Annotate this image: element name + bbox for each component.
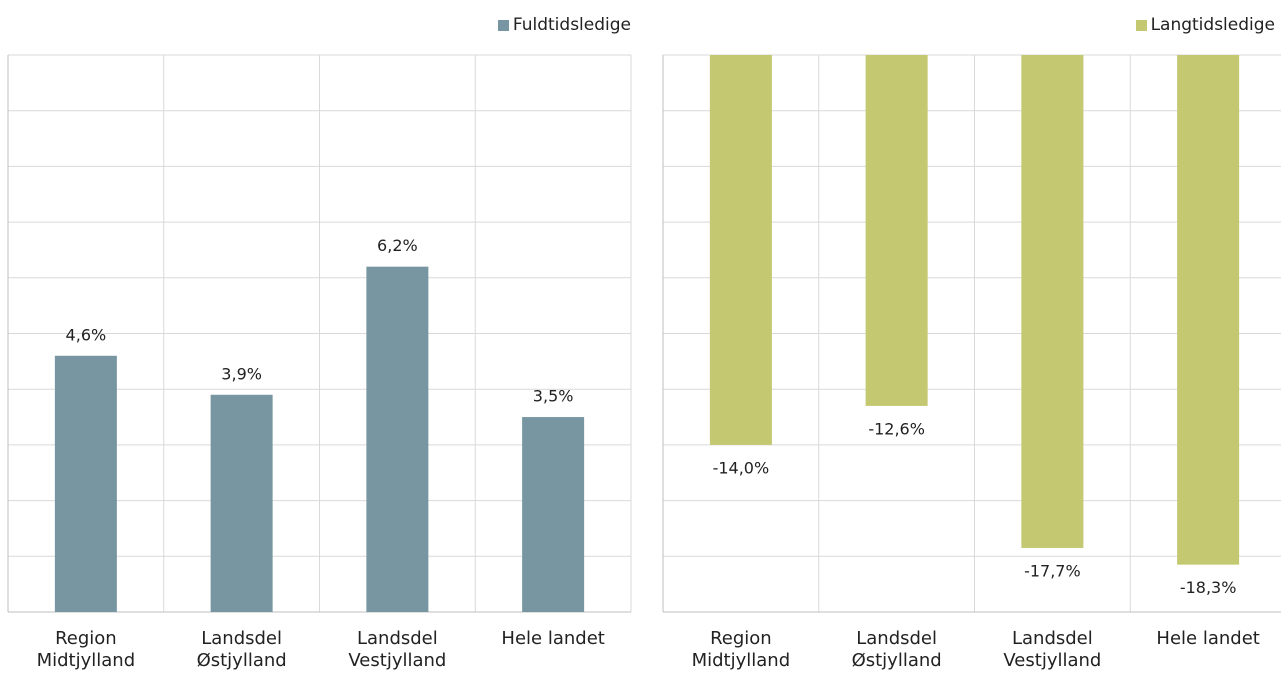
data-label: 6,2% <box>377 236 418 255</box>
data-label: -14,0% <box>713 458 770 477</box>
x-tick-label: Region Midtjylland <box>691 628 791 671</box>
bar <box>210 394 273 612</box>
bar <box>865 55 928 406</box>
legend: Langtidsledige <box>1135 15 1275 35</box>
bar <box>709 55 772 445</box>
bar <box>54 355 117 612</box>
bar <box>1177 55 1240 565</box>
data-label: 3,5% <box>533 387 574 406</box>
x-tick-label: Landsdel Østjylland <box>196 628 287 671</box>
data-label: -18,3% <box>1180 578 1237 597</box>
legend-label: Fuldtidsledige <box>512 15 631 35</box>
data-label: 4,6% <box>66 325 107 344</box>
bar <box>366 266 429 612</box>
x-tick-label: Landsdel Vestjylland <box>1003 628 1102 671</box>
bar <box>522 417 585 612</box>
data-label: 3,9% <box>221 364 262 383</box>
x-tick-label: Hele landet <box>501 628 605 649</box>
x-tick-label: Region Midtjylland <box>36 628 136 671</box>
legend: Fuldtidsledige <box>497 15 631 35</box>
x-tick-label: Landsdel Østjylland <box>851 628 942 671</box>
x-tick-label: Hele landet <box>1156 628 1260 649</box>
legend-label: Langtidsledige <box>1150 15 1275 35</box>
data-label: -12,6% <box>868 419 925 438</box>
legend-swatch <box>497 19 509 31</box>
x-tick-label: Landsdel Vestjylland <box>348 628 447 671</box>
legend-swatch <box>1135 19 1147 31</box>
bar <box>1021 55 1084 548</box>
data-label: -17,7% <box>1024 561 1081 580</box>
